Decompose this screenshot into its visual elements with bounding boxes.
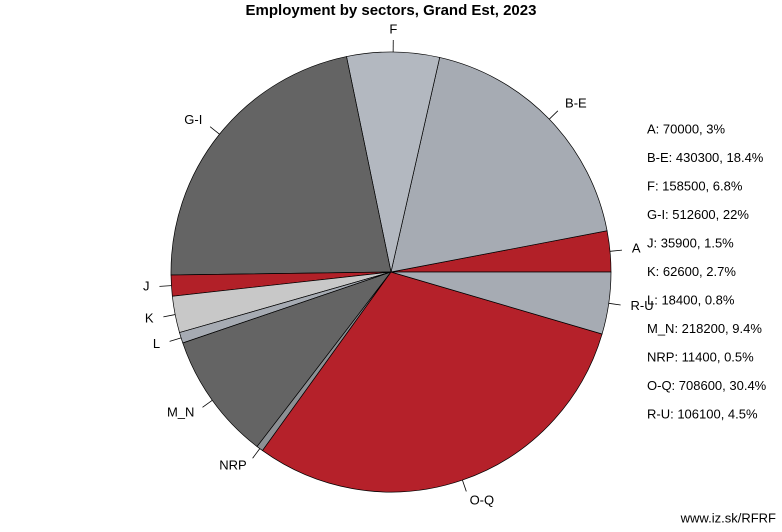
legend-entry: B-E: 430300, 18.4%: [647, 150, 764, 165]
pie-slice: [390, 57, 608, 273]
label-tick: [202, 399, 213, 408]
legend-entry: K: 62600, 2.7%: [647, 264, 736, 279]
label-tick: [209, 126, 220, 135]
pie-slice: [170, 56, 392, 276]
pie-slice: [182, 271, 392, 448]
pie-slice: [390, 271, 612, 335]
legend-entry: F: 158500, 6.8%: [647, 178, 743, 193]
slice-label: M_N: [167, 405, 194, 420]
slice-label: R-U: [631, 298, 654, 313]
label-tick: [159, 285, 172, 287]
source: www.iz.sk/RFRF: [680, 510, 776, 525]
pie-slice: [262, 271, 603, 493]
slice-label: O-Q: [470, 492, 495, 507]
legend-entry: R-U: 106100, 4.5%: [647, 406, 758, 421]
slice-label: F: [389, 21, 397, 36]
label-tick: [608, 302, 621, 306]
label-tick: [163, 314, 176, 318]
legend-entry: NRP: 11400, 0.5%: [647, 349, 754, 364]
label-tick: [252, 448, 261, 459]
legend-entry: L: 18400, 0.8%: [647, 292, 735, 307]
legend-entry: O-Q: 708600, 30.4%: [647, 378, 767, 393]
label-tick: [169, 337, 182, 342]
legend-entry: G-I: 512600, 22%: [647, 207, 749, 222]
legend-entry: J: 35900, 1.5%: [647, 235, 734, 250]
label-tick: [609, 249, 623, 252]
label-tick: [462, 479, 467, 492]
slice-label: NRP: [219, 458, 246, 473]
slice-label: A: [632, 241, 641, 256]
slice-label: G-I: [184, 112, 202, 127]
chart-title: Employment by sectors, Grand Est, 2023: [246, 2, 537, 19]
slice-label: B-E: [565, 95, 587, 110]
slice-label: K: [145, 310, 154, 325]
legend-entry: A: 70000, 3%: [647, 121, 725, 136]
label-tick: [548, 110, 559, 120]
legend-entry: M_N: 218200, 9.4%: [647, 321, 762, 336]
slice-label: J: [143, 278, 150, 293]
slice-label: L: [153, 336, 160, 351]
